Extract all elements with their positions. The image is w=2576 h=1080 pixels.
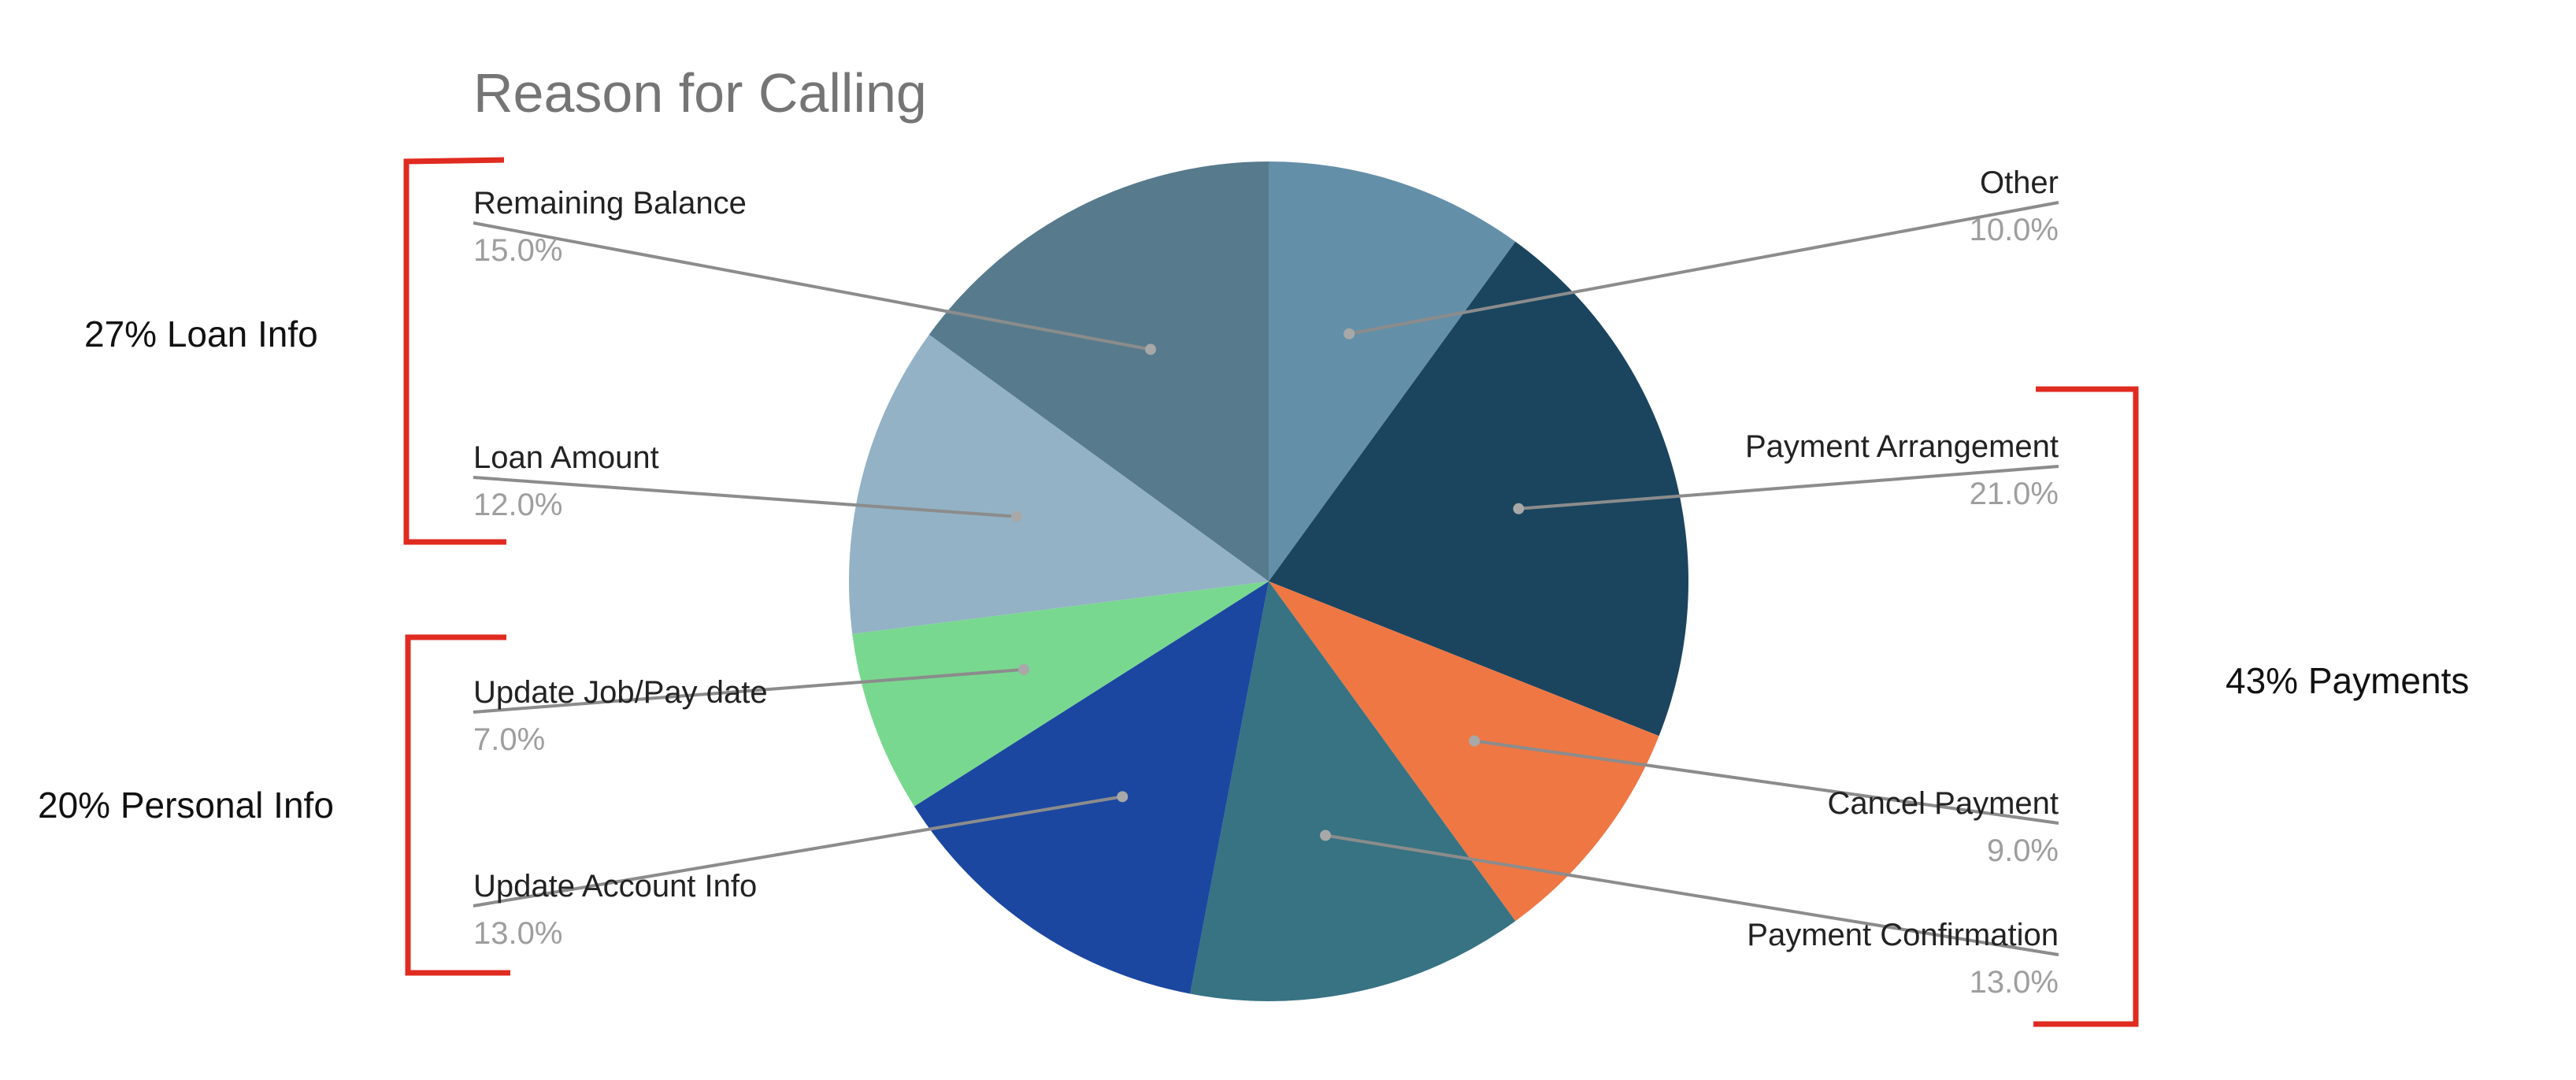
leader-dot-payment-confirmation [1320,829,1332,841]
leader-lines [473,201,2059,956]
slice-percent-payment-arrangement: 21.0% [1970,477,2059,511]
leader-dot-cancel-payment [1469,735,1481,747]
slice-percent-update-job-pay-date: 7.0% [473,722,545,757]
slice-label-update-job-pay-date: Update Job/Pay date [473,675,768,710]
leader-line-payment-arrangement [1518,465,2059,510]
pie-slice-payment-confirmation [1190,581,1516,1001]
leader-dot-update-job-pay-date [1018,663,1030,675]
bracket-personal-info [405,634,510,976]
chart-title: Reason for Calling [473,62,927,124]
slice-label-update-account-info: Update Account Info [473,869,757,904]
leader-line-remaining-balance [473,221,1151,351]
group-labels: 27% Loan Info 20% Personal Info 43% Paymen… [38,314,2469,826]
slice-label-payment-confirmation: Payment Confirmation [1747,918,2059,952]
leader-line-other [1348,201,2059,336]
slice-percent-remaining-balance: 15.0% [473,233,562,268]
leader-dot-payment-arrangement [1513,503,1525,514]
group-label-43-payments: 43% Payments [2226,660,2469,701]
leader-line-loan-amount [473,476,1017,518]
bracket-payments [2033,386,2139,1027]
leader-dot-update-account-info [1117,791,1129,803]
slice-label-other: Other [1980,165,2059,200]
slice-label-remaining-balance: Remaining Balance [473,186,747,221]
slice-labels: Other 10.0% Payment Arrangement 21.0% Cancel… [473,165,2059,1000]
pie-slice-cancel-payment [1269,581,1659,922]
bracket-loan-info [403,157,506,545]
pie-slices [849,161,1688,1001]
pie-slice-update-job-pay-date [852,581,1269,807]
slice-percent-other: 10.0% [1970,213,2059,247]
leader-dot-loan-amount [1010,510,1022,522]
pie-slice-loan-amount [849,334,1269,634]
leader-line-payment-confirmation [1325,833,2059,956]
pie-slice-remaining-balance [928,161,1269,581]
leader-dot-other [1344,328,1355,340]
slice-label-loan-amount: Loan Amount [473,440,659,475]
leader-line-update-account-info [473,795,1123,907]
pie-slice-update-account-info [914,581,1269,994]
leader-line-update-job-pay-date [473,667,1025,714]
slice-percent-loan-amount: 12.0% [473,488,562,522]
pie-slice-other [1269,161,1516,581]
group-brackets [403,157,2139,1027]
leader-line-cancel-payment [1473,739,2059,825]
group-label-27-loan-info: 27% Loan Info [84,314,318,354]
slice-label-cancel-payment: Cancel Payment [1828,786,2059,821]
slice-label-payment-arrangement: Payment Arrangement [1745,429,2059,464]
slice-percent-update-account-info: 13.0% [473,916,562,951]
pie-slice-payment-arrangement [1269,241,1688,737]
leader-dot-remaining-balance [1144,343,1156,355]
slice-percent-payment-confirmation: 13.0% [1970,965,2059,1000]
slice-percent-cancel-payment: 9.0% [1987,833,2059,868]
group-label-20-personal-info: 20% Personal Info [38,785,334,826]
